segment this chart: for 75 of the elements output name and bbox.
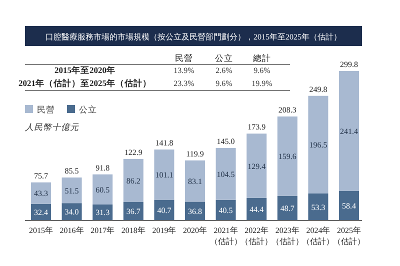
x-tick-label: 2023年（估計） [271, 226, 304, 246]
bar [185, 160, 205, 202]
bar [308, 194, 328, 220]
total-label: 145.0 [216, 136, 235, 146]
data-label: 32.4 [34, 208, 48, 217]
bar [31, 182, 51, 204]
total-label: 91.8 [96, 163, 110, 172]
annotation: 2.6% [216, 66, 233, 75]
annotation: 23.3% [174, 79, 195, 88]
annotation: 9.6% [216, 79, 233, 88]
bar [154, 150, 174, 200]
data-label: 36.8 [188, 206, 202, 216]
annotation: 9.6% [254, 66, 271, 75]
bar [246, 134, 267, 198]
data-label: 101.1 [155, 170, 174, 180]
x-tick-label: 2019年 [152, 226, 176, 235]
bar [308, 96, 328, 194]
total-label: 122.9 [124, 148, 142, 157]
y-axis-title: 人民幣十億元 [24, 122, 79, 132]
bar [62, 178, 82, 204]
data-label: 83.1 [188, 177, 202, 186]
bar [123, 158, 144, 202]
total-label: 173.9 [248, 122, 266, 132]
bar [154, 200, 174, 220]
data-label: 58.4 [342, 201, 356, 210]
text: 民營 [175, 53, 193, 63]
x-tick-label: 2022年（估計） [240, 226, 273, 246]
bar [277, 196, 298, 220]
x-tick-label: 2020年 [183, 226, 207, 235]
legend-label: 公立 [79, 104, 97, 114]
total-label: 249.8 [309, 84, 328, 94]
data-label: 159.6 [278, 152, 296, 162]
x-tick-label: 2015年 [29, 226, 53, 235]
total-label: 75.7 [34, 171, 48, 180]
x-tick-label: 2024年（估計） [302, 226, 334, 246]
bar [92, 174, 113, 204]
data-label: 60.5 [96, 185, 110, 194]
total-label: 85.5 [64, 166, 79, 176]
total-label: 299.8 [340, 60, 358, 69]
data-label: 34.0 [64, 208, 79, 217]
x-tick-label: 2021年（估計） [210, 226, 242, 246]
data-label: 196.5 [309, 140, 328, 150]
bar [277, 116, 298, 196]
x-tick-label: 2016年 [60, 226, 84, 235]
bar [339, 190, 359, 220]
legend-label: 民營 [37, 104, 55, 114]
data-label: 104.5 [216, 170, 235, 179]
x-tick-label: 2018年 [121, 226, 146, 235]
data-label: 241.4 [340, 126, 358, 136]
total-label: 141.8 [155, 138, 174, 148]
chart-title: 口腔醫療服務市場的市場規模（按公立及民營部門劃分），2015年至2025年（估計） [46, 32, 342, 42]
data-label: 48.7 [280, 204, 294, 213]
bar [246, 198, 267, 220]
total-label: 208.3 [278, 105, 296, 114]
bar [216, 148, 236, 200]
data-label: 40.5 [218, 206, 233, 215]
annotation: 2021年（估計）至2025年（估計） [18, 78, 152, 88]
data-label: 51.5 [64, 186, 79, 196]
data-label: 129.4 [248, 162, 266, 171]
data-label: 31.3 [96, 208, 110, 218]
annotation: 19.9% [252, 79, 273, 88]
data-label: 86.2 [126, 176, 140, 186]
total-label: 119.9 [186, 149, 204, 158]
text: 總計 [252, 53, 271, 63]
data-label: 36.7 [126, 206, 140, 216]
x-tick-label: 2025年（估計） [333, 226, 365, 246]
bar [339, 71, 359, 191]
text: 公立 [215, 53, 233, 63]
data-label: 43.3 [34, 189, 48, 198]
data-label: 53.3 [311, 202, 326, 212]
data-label: 40.7 [157, 206, 172, 215]
annotation: 2015年至2020年 [54, 65, 116, 75]
data-label: 44.4 [250, 204, 264, 214]
x-tick-label: 2017年 [90, 226, 115, 235]
annotation: 13.9% [174, 66, 195, 75]
